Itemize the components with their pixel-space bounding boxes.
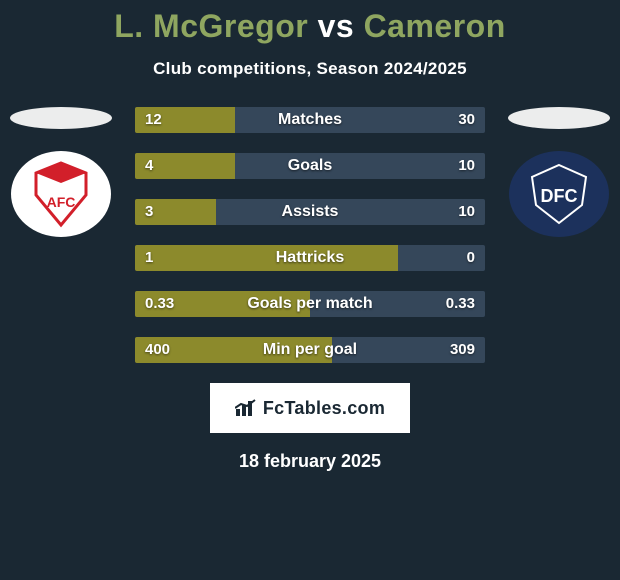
subtitle: Club competitions, Season 2024/2025 bbox=[0, 59, 620, 79]
airdrieonians-badge: AFC bbox=[11, 151, 111, 237]
left-crest-column: AFC bbox=[10, 107, 112, 237]
stat-row: 410Goals bbox=[135, 153, 485, 179]
stat-metric-label: Min per goal bbox=[135, 337, 485, 363]
left-ellipse bbox=[10, 107, 112, 129]
footer-date: 18 february 2025 bbox=[0, 451, 620, 472]
dfc-crest-icon: DFC bbox=[524, 159, 594, 229]
player2-name: Cameron bbox=[364, 8, 506, 44]
comparison-title: L. McGregor vs Cameron bbox=[0, 0, 620, 45]
right-crest-column: DFC bbox=[508, 107, 610, 237]
stat-row: 1230Matches bbox=[135, 107, 485, 133]
stat-metric-label: Hattricks bbox=[135, 245, 485, 271]
svg-text:AFC: AFC bbox=[47, 194, 76, 210]
stat-row: 400309Min per goal bbox=[135, 337, 485, 363]
stat-metric-label: Assists bbox=[135, 199, 485, 225]
stat-bars: 1230Matches 410Goals 310Assists 10Hattricks… bbox=[135, 107, 485, 363]
stat-metric-label: Goals bbox=[135, 153, 485, 179]
stat-metric-label: Goals per match bbox=[135, 291, 485, 317]
stat-row: 0.330.33Goals per match bbox=[135, 291, 485, 317]
footer-logo-text: FcTables.com bbox=[263, 398, 385, 419]
stat-row: 10Hattricks bbox=[135, 245, 485, 271]
vs-label: vs bbox=[318, 8, 355, 44]
right-ellipse bbox=[508, 107, 610, 129]
content-area: AFC DFC 1230Matches 410Goals 310Assists 10H… bbox=[0, 107, 620, 363]
stat-row: 310Assists bbox=[135, 199, 485, 225]
afc-crest-icon: AFC bbox=[26, 159, 96, 229]
chart-icon bbox=[235, 399, 257, 417]
svg-text:DFC: DFC bbox=[541, 186, 578, 206]
player1-name: L. McGregor bbox=[114, 8, 308, 44]
dundee-badge: DFC bbox=[509, 151, 609, 237]
stat-metric-label: Matches bbox=[135, 107, 485, 133]
footer-logo: FcTables.com bbox=[210, 383, 410, 433]
